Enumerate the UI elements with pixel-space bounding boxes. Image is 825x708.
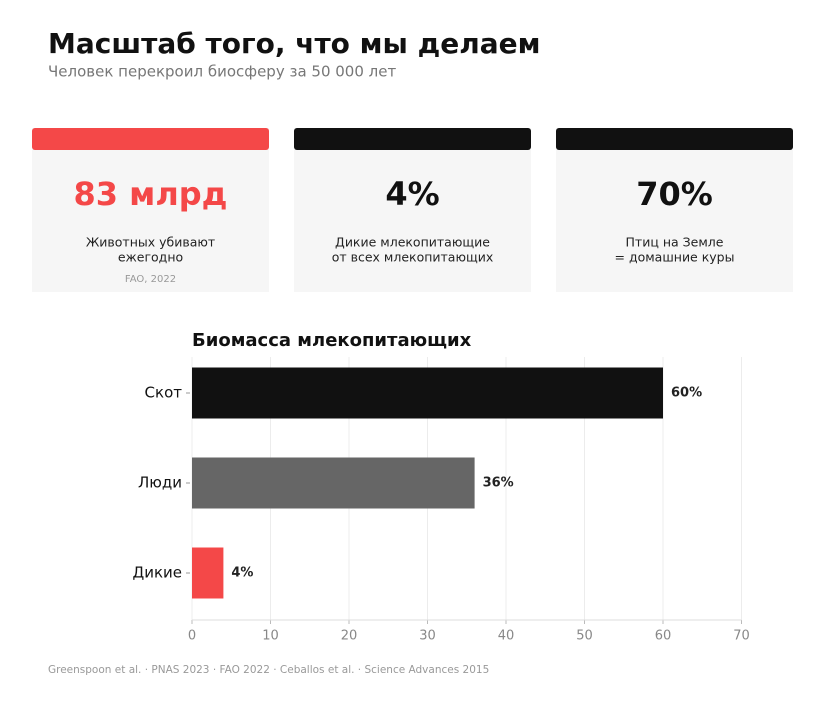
card-stripe [556,128,793,150]
card-value: 4% [385,175,439,213]
x-tick-label: 50 [576,629,593,644]
card-stripe [294,128,531,150]
bar [192,367,663,419]
card-value: 70% [636,175,713,213]
card [32,128,269,292]
y-tick-label: Дикие [132,564,182,582]
value-label: 60% [671,386,702,401]
card-label: ежегодно [118,250,183,265]
card-value: 83 млрд [73,175,227,213]
card-label: от всех млекопитающих [332,250,494,265]
card [556,128,793,292]
x-tick-label: 70 [733,629,750,644]
card-label: Дикие млекопитающие [335,235,490,250]
x-tick-label: 0 [188,629,196,644]
value-label: 4% [231,566,253,581]
x-tick-label: 40 [498,629,515,644]
y-tick-label: Люди [138,474,182,492]
card-label: = домашние куры [615,250,735,265]
x-tick-label: 10 [262,629,279,644]
title: Масштаб того, что мы делаем [48,27,541,60]
bar [192,457,475,509]
x-tick-label: 30 [419,629,436,644]
y-tick-label: Скот [145,384,183,402]
bar [192,547,224,599]
card-source: FAO, 2022 [125,274,176,285]
card [294,128,531,292]
chart-title: Биомасса млекопитающих [192,330,472,351]
value-label: 36% [483,476,514,491]
subtitle: Человек перекроил биосферу за 50 000 лет [48,63,396,81]
footer: Greenspoon et al. · PNAS 2023 · FAO 2022… [48,664,489,676]
card-stripe [32,128,269,150]
x-tick-label: 60 [655,629,672,644]
card-label: Животных убивают [86,235,215,250]
x-tick-label: 20 [341,629,358,644]
card-label: Птиц на Земле [626,235,724,250]
